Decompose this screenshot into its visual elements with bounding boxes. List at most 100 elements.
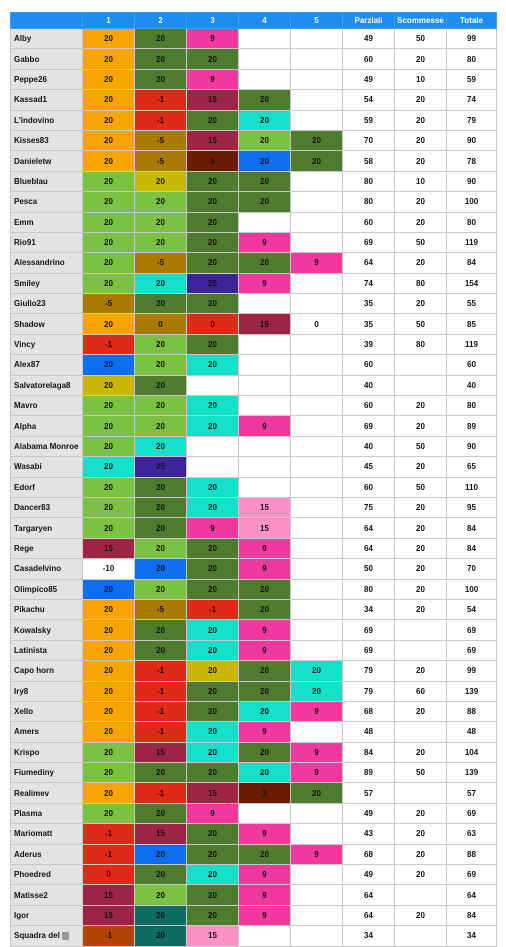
totale-cell: 34: [446, 925, 497, 947]
scommesse-cell: 20: [394, 537, 447, 560]
scommesse-cell: 20: [394, 517, 447, 539]
parziali-cell: 64: [342, 537, 395, 560]
round-3-score: 15: [186, 129, 239, 152]
round-5-empty: [290, 456, 343, 478]
scommesse-cell: 20: [394, 700, 447, 723]
round-5-empty: [290, 537, 343, 560]
round-3-score: 20: [186, 395, 239, 417]
parziali-cell: 79: [342, 660, 395, 682]
round-3-score: 20: [186, 843, 239, 866]
round-1-score: 20: [82, 68, 135, 91]
table-row: Salvatorelaga8 20 20 40 40: [10, 374, 497, 397]
round-4-score: 15: [238, 496, 291, 519]
scommesse-cell: [394, 721, 447, 743]
round-2-score: 20: [134, 395, 187, 417]
parziali-cell: 48: [342, 721, 395, 743]
round-1-score: 20: [82, 129, 135, 152]
parziali-cell: 70: [342, 129, 395, 152]
totale-cell: 80: [446, 48, 497, 70]
round-2-score: -5: [134, 150, 187, 172]
scommesse-cell: 20: [394, 558, 447, 580]
round-3-score: 20: [186, 660, 239, 682]
round-1-score: 20: [82, 170, 135, 193]
totale-cell: 84: [446, 252, 497, 274]
round-4-empty: [238, 48, 291, 70]
round-1-score: 20: [82, 150, 135, 172]
player-name: Mariomatt: [10, 823, 83, 845]
round-1-score: 20: [82, 231, 135, 254]
round-5-empty: [290, 721, 343, 743]
parziali-cell: 84: [342, 741, 395, 764]
scommesse-cell: 20: [394, 395, 447, 417]
round-3-score: 20: [186, 293, 239, 315]
totale-cell: 90: [446, 435, 497, 458]
scommesse-cell: 50: [394, 231, 447, 254]
round-4-score: 20: [238, 741, 291, 764]
scommesse-cell: [394, 374, 447, 397]
scommesse-cell: 20: [394, 598, 447, 621]
player-name: Fiumediny: [10, 762, 83, 784]
totale-cell: 88: [446, 700, 497, 723]
header-totale: Totale: [446, 12, 497, 29]
round-4-empty: [238, 435, 291, 458]
player-name: Mavro: [10, 395, 83, 417]
player-name-text: Krispo: [14, 747, 40, 757]
player-name: Capo horn: [10, 660, 83, 682]
round-3-score: 20: [186, 537, 239, 560]
player-name: Realimev: [10, 782, 83, 804]
parziali-cell: 60: [342, 211, 395, 233]
player-name: Rege: [10, 537, 83, 560]
table-row: Giulio23 -5 20 20 35 20 55: [10, 293, 497, 315]
parziali-cell: 89: [342, 762, 395, 784]
round-4-empty: [238, 27, 291, 50]
round-3-score: 9: [186, 802, 239, 825]
round-1-score: 20: [82, 89, 135, 111]
round-2-score: 20: [134, 415, 187, 437]
scommesse-cell: 20: [394, 89, 447, 111]
round-1-score: 20: [82, 48, 135, 70]
player-name: Iry8: [10, 680, 83, 702]
round-1-score: 20: [82, 802, 135, 825]
table-row: Mariomatt -1 15 20 9 43 20 63: [10, 823, 497, 845]
round-2-score: 20: [134, 843, 187, 866]
player-name-text: Kowalsky: [14, 625, 51, 635]
round-4-empty: [238, 354, 291, 376]
parziali-cell: 45: [342, 456, 395, 478]
round-5-empty: [290, 476, 343, 498]
round-1-score: 20: [82, 578, 135, 600]
round-5-score: 9: [290, 741, 343, 764]
table-row: Alabama Monroe 20 20 40 50 90: [10, 435, 497, 458]
round-4-empty: [238, 476, 291, 498]
round-2-score: 20: [134, 191, 187, 213]
round-1-score: 20: [82, 374, 135, 397]
player-name-text: Alabama Monroe: [14, 442, 79, 451]
table-row: Xello 20 -1 20 20 9 68 20 88: [10, 700, 497, 723]
table-row: Alessandrino 20 -5 20 20 9 64 20 84: [10, 252, 497, 274]
scommesse-cell: 20: [394, 496, 447, 519]
scommesse-cell: 50: [394, 476, 447, 498]
round-4-empty: [238, 374, 291, 397]
player-name: Kowalsky: [10, 619, 83, 641]
player-name: Krispo: [10, 741, 83, 764]
table-row: Vincy -1 20 20 39 80 119: [10, 333, 497, 356]
table-row: Olimpico85 20 20 20 20 80 20 100: [10, 578, 497, 600]
round-1-score: 0: [82, 864, 135, 886]
round-5-score: 9: [290, 762, 343, 784]
scommesse-cell: 20: [394, 823, 447, 845]
round-2-score: -5: [134, 598, 187, 621]
round-2-score: 20: [134, 68, 187, 91]
table-row: Phoedred 0 20 20 9 49 20 69: [10, 864, 497, 886]
table-row: Pikachu 20 -5 -1 20 34 20 54: [10, 598, 497, 621]
parziali-cell: 39: [342, 333, 395, 356]
totale-cell: 69: [446, 639, 497, 662]
player-name: Pesca: [10, 191, 83, 213]
round-2-score: 20: [134, 354, 187, 376]
totale-cell: 40: [446, 374, 497, 397]
parziali-cell: 40: [342, 435, 395, 458]
round-4-empty: [238, 802, 291, 825]
player-name: Blueblau: [10, 170, 83, 193]
round-3-score: 20: [186, 170, 239, 193]
scommesse-cell: 80: [394, 333, 447, 356]
parziali-cell: 69: [342, 231, 395, 254]
player-name-text: Fiumediny: [14, 768, 55, 778]
